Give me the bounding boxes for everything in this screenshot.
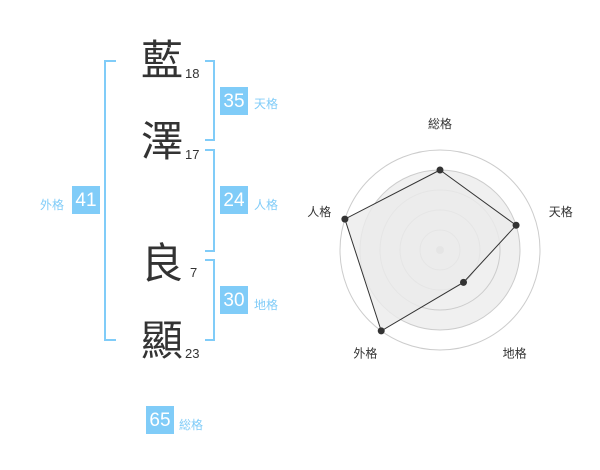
chikaku-label: 地格 <box>254 298 279 312</box>
radar-axis-label: 総格 <box>428 116 452 131</box>
soukaku-label: 総格 <box>179 418 204 432</box>
radar-axis-label: 外格 <box>353 346 377 361</box>
jinkaku-label: 人格 <box>254 198 279 212</box>
radar-point-3 <box>460 278 468 286</box>
stroke-count-3: 7 <box>190 265 198 280</box>
chikaku-bracket <box>205 259 215 341</box>
radar-point-2 <box>512 221 520 229</box>
tenkaku-label: 天格 <box>254 97 279 111</box>
name-char-2: 澤 <box>141 117 184 166</box>
name-char-3: 良 <box>141 239 184 288</box>
stroke-count-4: 23 <box>185 346 200 361</box>
radar-point-4 <box>377 327 385 335</box>
radar-ring <box>339 149 541 351</box>
jinkaku-bracket <box>205 149 215 252</box>
stroke-count-2: 17 <box>185 147 200 162</box>
tenkaku-bracket <box>205 60 215 141</box>
gaikaku-bracket <box>104 60 116 341</box>
name-char-4: 顯 <box>141 316 184 365</box>
stroke-count-1: 18 <box>185 66 200 81</box>
radar-axis-label: 地格 <box>503 346 527 361</box>
tenkaku-value: 35 <box>220 87 248 115</box>
radar-point-1 <box>436 166 444 174</box>
gaikaku-value: 41 <box>72 186 100 214</box>
gaikaku-label: 外格 <box>40 198 65 212</box>
radar-axis-label: 天格 <box>549 204 573 219</box>
radar-axis-label: 人格 <box>307 204 331 219</box>
jinkaku-value: 24 <box>220 186 248 214</box>
name-char-1: 藍 <box>141 36 184 85</box>
radar-area <box>344 169 517 332</box>
radar-point-5 <box>341 215 349 223</box>
soukaku-value: 65 <box>146 406 174 434</box>
chikaku-value: 30 <box>220 286 248 314</box>
